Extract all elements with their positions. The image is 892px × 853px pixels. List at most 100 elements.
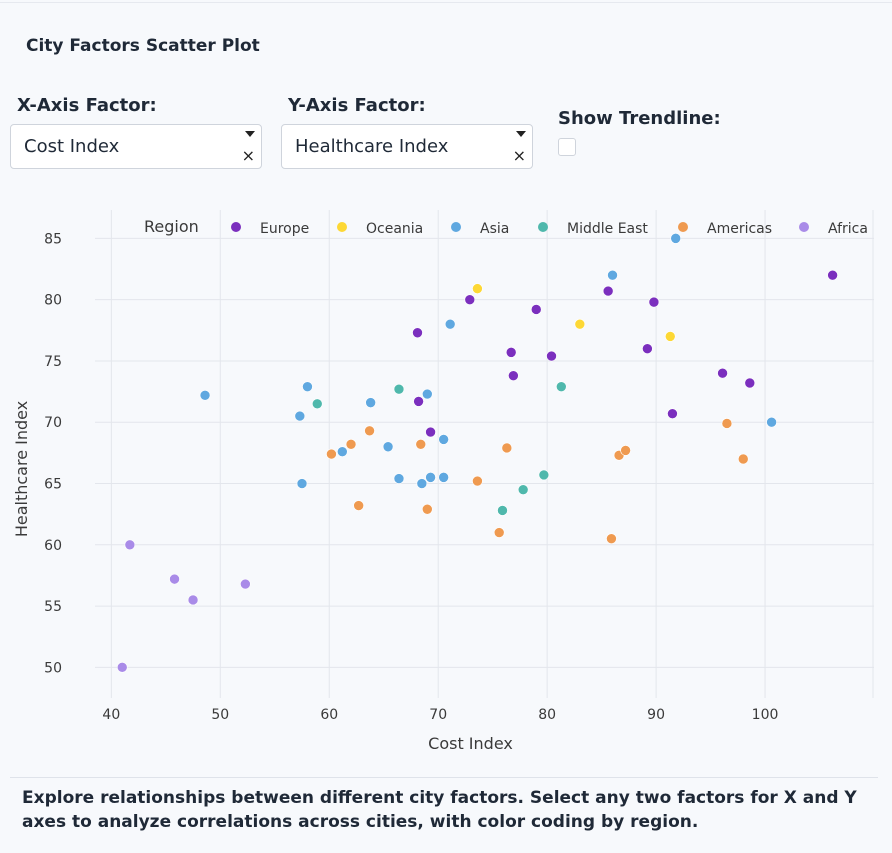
data-point	[425, 472, 436, 483]
x-tick-label: 90	[647, 707, 665, 723]
data-point	[472, 283, 483, 294]
y-axis-factor-label: Y-Axis Factor:	[288, 95, 426, 116]
trendline-checkbox[interactable]	[558, 138, 576, 156]
data-point	[505, 347, 517, 358]
data-point	[556, 381, 567, 392]
data-point	[422, 503, 433, 515]
legend-label: Middle East	[567, 221, 648, 237]
data-point	[326, 448, 337, 460]
clear-icon[interactable]: ×	[241, 146, 255, 165]
y-axis-factor-value: Healthcare Index	[295, 136, 449, 157]
data-point	[574, 318, 586, 330]
data-point	[648, 296, 660, 308]
x-axis-factor-dropdown[interactable]: Cost Index ×	[10, 124, 262, 169]
data-point	[294, 410, 306, 422]
x-tick-label: 60	[320, 707, 338, 723]
data-point	[607, 269, 618, 281]
y-tick-label: 60	[44, 538, 62, 554]
data-point	[116, 662, 128, 673]
data-point	[425, 426, 436, 438]
data-point	[438, 434, 449, 445]
data-point	[602, 285, 614, 297]
scatter-chart: 40 50 60 70 80 90 100 50 55 60 65 70 75 80 85 Cost Ind…	[12, 210, 874, 753]
data-point	[438, 472, 449, 483]
data-point	[412, 327, 423, 339]
data-point	[422, 388, 433, 400]
data-point	[464, 294, 476, 305]
data-point	[187, 594, 199, 606]
chart-legend: Region Europe Oceania Asia Middle East Ameri…	[144, 217, 868, 237]
legend-marker	[337, 222, 347, 232]
data-point	[721, 418, 733, 429]
y-tick-label: 75	[44, 354, 62, 370]
data-point	[413, 396, 424, 407]
chevron-down-icon[interactable]	[245, 131, 255, 137]
x-axis-factor-label: X-Axis Factor:	[17, 95, 157, 116]
y-axis-factor-dropdown[interactable]: Healthcare Index ×	[281, 124, 533, 169]
x-tick-label: 80	[538, 707, 556, 723]
data-point	[497, 505, 508, 516]
data-point	[382, 441, 394, 453]
data-point	[766, 416, 777, 428]
data-point	[827, 269, 838, 281]
x-tick-label: 50	[211, 707, 229, 723]
legend-marker	[799, 222, 809, 232]
data-points	[116, 233, 838, 673]
x-axis-title: Cost Index	[428, 734, 513, 753]
axis-ticks: 40 50 60 70 80 90 100 50 55 60 65 70 75 80 85	[44, 231, 778, 723]
y-tick-label: 85	[44, 231, 62, 247]
data-point	[169, 573, 180, 585]
clear-icon[interactable]: ×	[512, 146, 526, 165]
data-point	[393, 383, 405, 395]
data-point	[737, 453, 749, 465]
legend-marker	[451, 222, 461, 232]
data-point	[393, 473, 405, 484]
data-point	[538, 469, 550, 481]
data-point	[365, 397, 376, 408]
y-axis-title: Healthcare Index	[12, 401, 31, 537]
data-point	[199, 389, 211, 401]
legend-label: Asia	[480, 221, 509, 237]
data-point	[345, 438, 357, 450]
data-point	[415, 438, 427, 450]
data-point	[302, 381, 313, 392]
data-point	[517, 484, 529, 495]
y-tick-label: 65	[44, 477, 62, 493]
data-point	[744, 377, 756, 389]
y-tick-label: 70	[44, 415, 62, 431]
data-point	[240, 578, 251, 590]
legend-label: Africa	[828, 221, 868, 237]
y-tick-label: 80	[44, 293, 62, 309]
data-point	[124, 539, 136, 551]
data-point	[296, 478, 308, 489]
data-point	[664, 331, 676, 342]
x-axis-factor-value: Cost Index	[24, 136, 120, 157]
data-point	[530, 304, 542, 315]
data-point	[353, 500, 364, 511]
data-point	[472, 475, 483, 487]
trendline-label: Show Trendline:	[558, 108, 721, 129]
data-point	[546, 350, 557, 362]
legend-label: Europe	[260, 221, 309, 237]
data-point	[642, 343, 653, 354]
data-point	[337, 446, 348, 457]
legend-title: Region	[144, 217, 199, 236]
data-point	[508, 370, 519, 381]
data-point	[667, 408, 678, 419]
data-point	[311, 398, 323, 410]
data-point	[670, 233, 682, 244]
data-point	[493, 527, 505, 538]
data-point	[501, 442, 513, 454]
data-point	[444, 318, 456, 330]
top-divider	[0, 2, 892, 3]
legend-marker	[538, 222, 548, 232]
page-description: Explore relationships between different …	[22, 788, 857, 832]
legend-marker	[231, 222, 241, 232]
x-tick-label: 70	[429, 707, 447, 723]
x-tick-label: 100	[752, 707, 779, 723]
chevron-down-icon[interactable]	[516, 131, 526, 137]
data-point	[364, 425, 375, 437]
data-point	[717, 367, 728, 379]
data-point	[416, 478, 428, 489]
data-point	[606, 533, 617, 544]
